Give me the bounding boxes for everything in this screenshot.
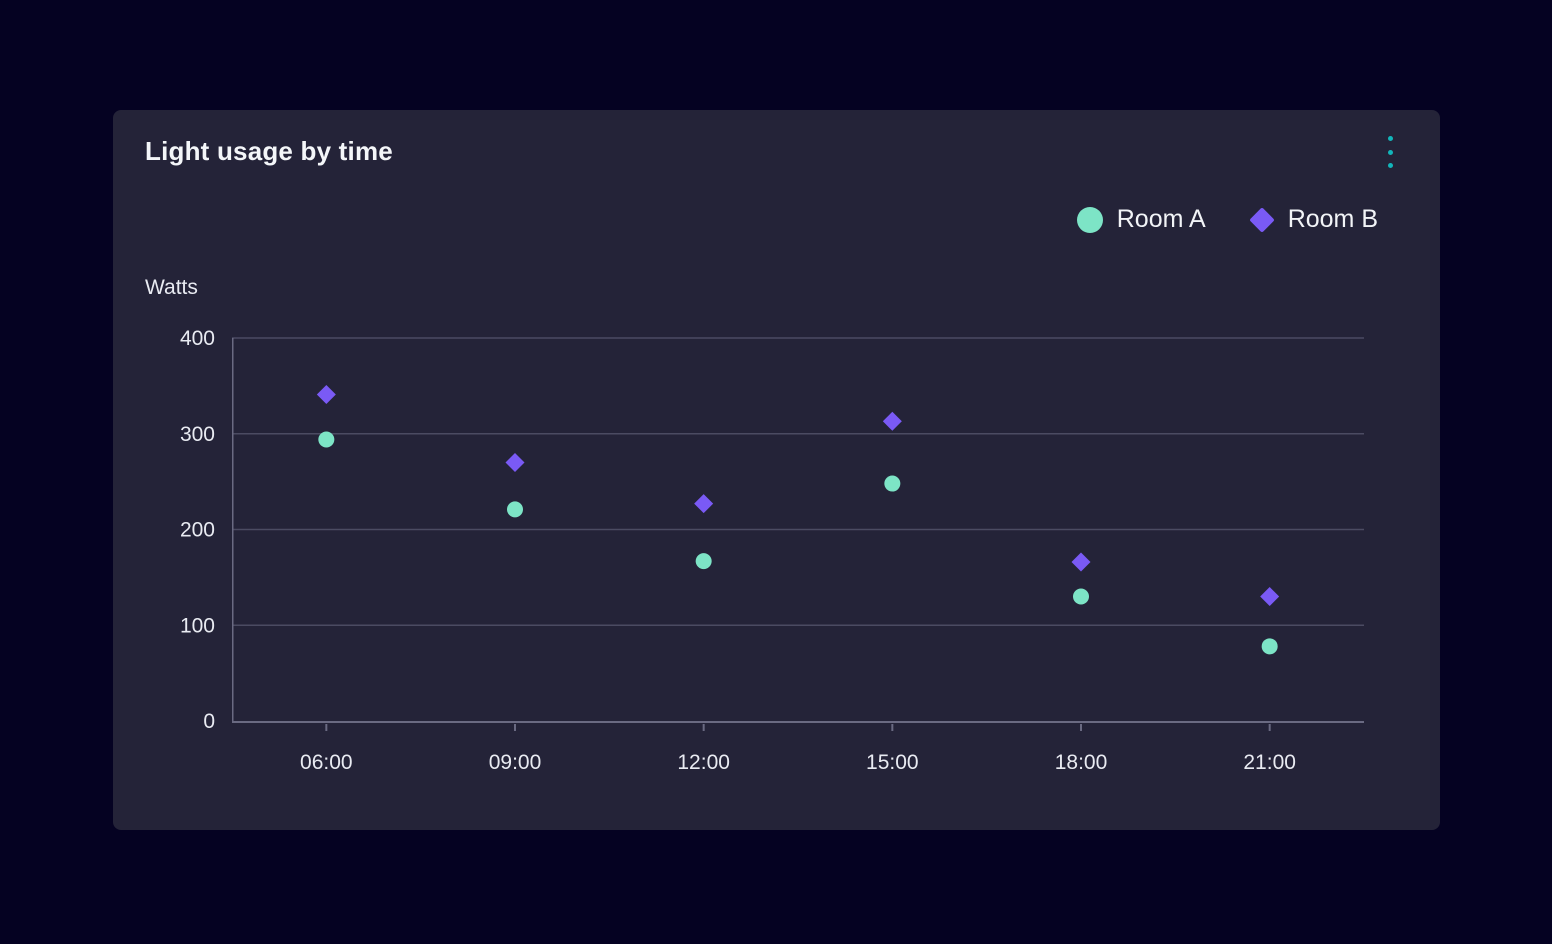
legend-label: Room B (1287, 205, 1378, 233)
data-point-room-b-21:00[interactable] (1260, 587, 1280, 607)
legend-item-room-a[interactable]: Room A (1076, 205, 1206, 234)
data-point-room-a-21:00[interactable] (1261, 638, 1278, 655)
data-point-room-b-15:00[interactable] (882, 411, 902, 431)
y-tick-label: 100 (180, 614, 215, 637)
data-point-room-a-18:00[interactable] (1073, 588, 1089, 605)
x-tick-label: 18:00 (1055, 751, 1108, 774)
legend-label: Room A (1116, 205, 1206, 233)
data-point-room-a-09:00[interactable] (507, 501, 523, 518)
x-tick-label: 15:00 (866, 751, 919, 774)
y-tick-label: 400 (180, 327, 215, 350)
data-point-room-a-12:00[interactable] (695, 553, 712, 570)
circle-marker-icon (1076, 206, 1103, 233)
kebab-dot (1387, 163, 1393, 168)
data-point-room-b-18:00[interactable] (1071, 552, 1091, 572)
data-point-room-a-15:00[interactable] (884, 475, 901, 492)
data-point-room-b-09:00[interactable] (505, 452, 525, 472)
legend-item-room-b[interactable]: Room B (1248, 205, 1378, 234)
y-axis-title: Watts (145, 276, 198, 299)
chart-legend: Room A Room B (1076, 205, 1378, 234)
y-tick-label: 200 (180, 519, 215, 542)
kebab-dot (1387, 136, 1393, 141)
kebab-menu-icon[interactable] (1382, 136, 1398, 168)
y-tick-label: 0 (203, 710, 215, 733)
y-tick-label: 300 (180, 423, 215, 446)
chart-canvas: 0 100 200 300 400 06:00 09:00 12:00 15:00 18:00 21… (180, 327, 1364, 774)
data-point-room-b-06:00[interactable] (316, 384, 336, 404)
x-tick-label: 21:00 (1243, 751, 1296, 774)
chart-title: Light usage by time (145, 136, 393, 166)
x-tick-label: 06:00 (300, 751, 353, 774)
data-point-room-a-06:00[interactable] (318, 431, 335, 448)
x-tick-label: 12:00 (677, 751, 730, 774)
kebab-dot (1387, 149, 1393, 155)
data-point-room-b-12:00[interactable] (694, 494, 714, 514)
chart-card: Light usage by time Room A Room B Watts … (113, 110, 1440, 830)
x-tick-label: 09:00 (489, 751, 542, 774)
